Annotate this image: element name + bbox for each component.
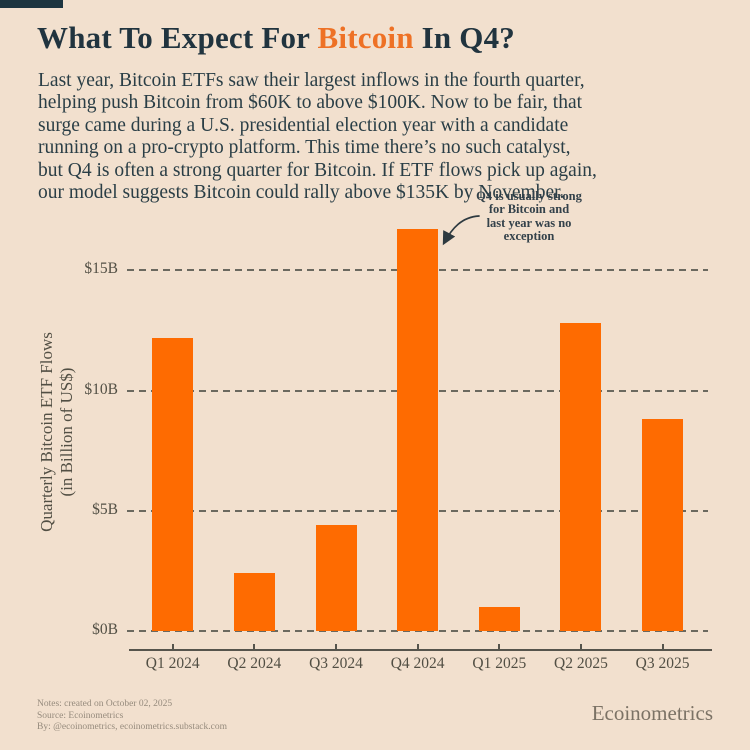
x-tick	[416, 644, 419, 649]
title-pre: What To Expect For	[37, 20, 318, 55]
page-title: What To Expect For Bitcoin In Q4?	[37, 20, 717, 56]
x-tick	[498, 644, 501, 649]
bar-q4-2024	[397, 229, 439, 631]
title-post: In Q4?	[413, 20, 515, 55]
bar-q1-2024	[152, 337, 194, 631]
annotation-line: Q4 is usually strong	[476, 189, 582, 203]
x-tick-label: Q2 2025	[554, 655, 608, 672]
intro-line: surge came during a U.S. presidential el…	[38, 114, 569, 136]
footer-notes: Notes: created on October 02, 2025 Source…	[37, 699, 227, 734]
y-tick-label: $10B	[84, 380, 118, 398]
annotation-line: last year was no	[486, 215, 572, 230]
intro-line: helping push Bitcoin from $60K to above …	[38, 92, 583, 114]
bar-q1-2025	[478, 606, 520, 631]
x-tick	[579, 644, 582, 649]
x-tick	[335, 644, 337, 649]
x-tick	[171, 644, 174, 649]
y-tick-label: $15B	[84, 260, 118, 278]
brand-corner-block	[0, 0, 63, 8]
note-line: By: @ecoinometrics, ecoinometrics.substa…	[37, 722, 227, 732]
intro-paragraph: Last year, Bitcoin ETFs saw their larges…	[38, 70, 678, 204]
bar-q2-2025	[560, 323, 602, 631]
intro-line: our model suggests Bitcoin could rally a…	[38, 182, 565, 204]
annotation-text: Q4 is usually strong for Bitcoin and last …	[448, 189, 610, 244]
x-tick	[253, 644, 256, 649]
annotation-line: exception	[503, 229, 555, 244]
x-tick-label: Q4 2024	[390, 655, 445, 672]
x-tick-label: Q3 2024	[309, 655, 363, 672]
bar-q3-2025	[642, 419, 684, 631]
intro-line: Last year, Bitcoin ETFs saw their larges…	[38, 70, 585, 91]
brand-wordmark: Ecoinometrics	[591, 701, 713, 725]
bar-q3-2024	[315, 525, 357, 631]
y-tick-label: $5B	[92, 500, 118, 518]
gridline-$0B	[127, 630, 708, 632]
bar-q2-2024	[233, 573, 275, 631]
intro-line: but Q4 is often a strong quarter for Bit…	[38, 159, 597, 181]
x-tick-label: Q1 2024	[145, 655, 200, 672]
x-tick-label: Q2 2024	[227, 655, 282, 672]
intro-line: running on a pro-crypto platform. This t…	[38, 137, 571, 159]
note-line: Source: Ecoinometrics	[37, 710, 124, 721]
x-tick	[661, 644, 664, 649]
x-axis-line	[129, 649, 712, 651]
annotation-line: for Bitcoin and	[488, 202, 570, 217]
x-tick-label: Q1 2025	[472, 655, 527, 672]
x-tick-label: Q3 2025	[635, 655, 690, 672]
title-highlight: Bitcoin	[317, 20, 414, 55]
note-line: Notes: created on October 02, 2025	[37, 699, 173, 709]
y-tick-label: $0B	[92, 621, 118, 638]
